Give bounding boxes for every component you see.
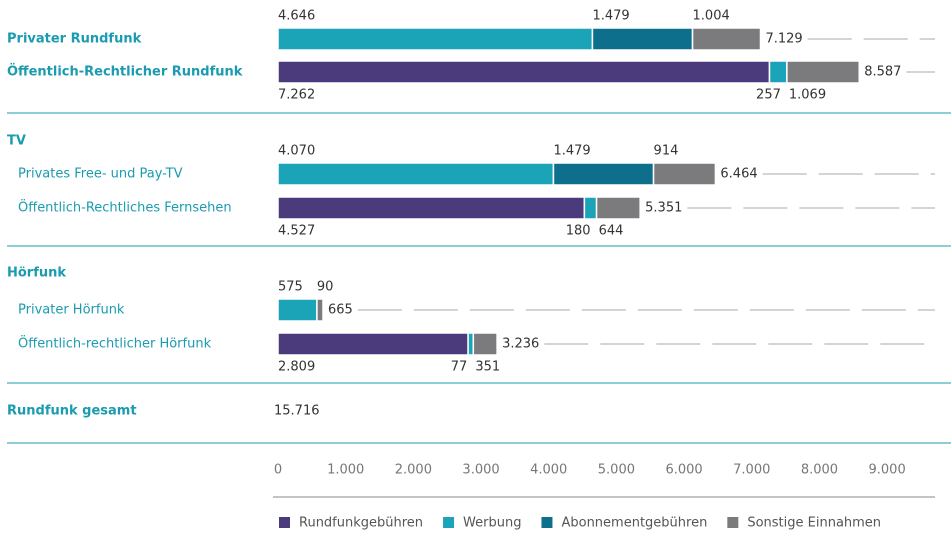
row-label: Rundfunk gesamt [7,404,137,419]
legend-label: Sonstige Einnahmen [747,516,881,531]
x-tick-label: 5.000 [598,463,635,478]
value-label: 180 [566,224,591,239]
total-label: 15.716 [274,404,320,419]
value-label: 257 [756,88,781,103]
total-label: 6.464 [720,167,757,182]
bar-segment [467,332,475,356]
value-label: 351 [475,360,500,375]
x-tick-label: 9.000 [869,463,906,478]
legend-swatch [541,517,553,528]
bar-segment [583,196,598,220]
value-label: 1.479 [553,144,590,159]
legend-swatch [443,517,455,528]
bar-segment [277,332,469,356]
row-label: Privater Rundfunk [7,32,142,47]
row-label: Hörfunk [7,266,66,281]
value-label: 1.479 [592,9,629,24]
value-label: 1.069 [789,88,826,103]
bar-segment [277,27,594,51]
value-label: 90 [317,280,334,295]
row-label: Privater Hörfunk [18,303,125,318]
x-tick-label: 0 [274,463,282,478]
value-label: 4.070 [278,144,315,159]
x-tick-label: 1.000 [327,463,364,478]
bar-segment [552,162,655,186]
bar-segment [277,298,318,322]
total-label: 3.236 [502,337,539,352]
bar-segment [472,332,498,356]
legend-swatch [279,517,290,528]
row-label: Öffentlich-Rechtliches Fernsehen [18,199,232,216]
bar-segment [277,162,555,186]
row-label: Öffentlich-rechtlicher Hörfunk [18,335,212,352]
bar-segment [595,196,641,220]
legend-label: Rundfunkgebühren [299,516,423,531]
total-label: 665 [328,303,353,318]
x-tick-label: 6.000 [665,463,702,478]
value-label: 4.527 [278,224,315,239]
bar-segment [768,60,788,84]
total-label: 5.351 [645,201,682,216]
bar-segment [591,27,694,51]
row-label: TV [7,134,26,149]
total-label: 7.129 [765,32,802,47]
value-label: 77 [451,360,468,375]
x-tick-label: 2.000 [395,463,432,478]
value-label: 644 [599,224,624,239]
legend-label: Abonnementgebühren [561,516,707,531]
value-label: 575 [278,280,303,295]
value-label: 1.004 [693,9,730,24]
x-tick-label: 8.000 [801,463,838,478]
bar-segment [691,27,762,51]
x-tick-label: 4.000 [530,463,567,478]
total-label: 8.587 [864,65,901,80]
value-label: 914 [654,144,679,159]
bar-segment [652,162,717,186]
value-label: 7.262 [278,88,315,103]
x-tick-label: 3.000 [462,463,499,478]
bar-segment [786,60,860,84]
value-label: 2.809 [278,360,315,375]
legend-label: Werbung [463,516,521,531]
row-label: Privates Free- und Pay-TV [18,167,183,182]
bar-segment [277,196,586,220]
bar-segment [316,298,324,322]
value-label: 4.646 [278,9,315,24]
x-tick-label: 7.000 [733,463,770,478]
legend-swatch [727,517,739,528]
row-label: Öffentlich-Rechtlicher Rundfunk [7,64,243,80]
bar-segment [277,60,771,84]
